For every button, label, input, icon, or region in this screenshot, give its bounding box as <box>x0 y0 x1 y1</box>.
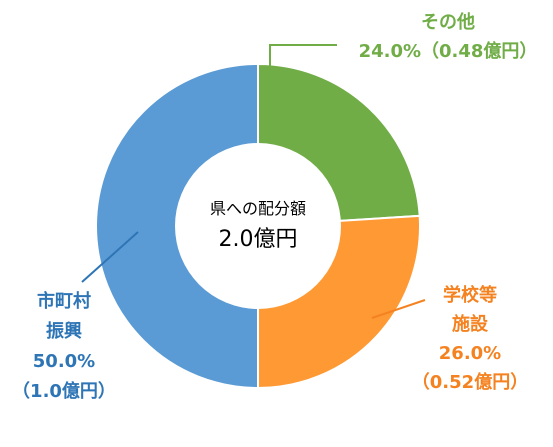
center-title: 県への配分額 <box>210 199 306 218</box>
center-total: 2.0億円 <box>219 227 298 252</box>
leader-line-1 <box>371 299 426 319</box>
slice-label-1-line-0: 学校等 <box>443 284 497 306</box>
donut-center-hole <box>175 143 341 309</box>
slice-label-1-line-1: 施設 <box>452 313 489 335</box>
leader-line-2 <box>81 231 139 283</box>
slice-label-2: 市町村振興 50.0% （1.0億円） <box>12 290 116 402</box>
slice-label-0-line-0: その他 <box>421 11 475 33</box>
slice-labels: その他 24.0%（0.48億円） 学校等施設 26.0% （0.52億円） 市町村振興 5… <box>12 11 537 402</box>
slice-label-2-line-1: 振興 <box>46 320 82 342</box>
slice-label-0-line-1: 24.0%（0.48億円） <box>359 40 538 62</box>
slice-label-2-line-0: 市町村 <box>37 290 91 312</box>
slice-label-2-line-2: 50.0% <box>33 351 95 372</box>
slice-label-1-line-3: （0.52億円） <box>412 371 528 393</box>
slice-label-0: その他 24.0%（0.48億円） <box>359 11 538 62</box>
slice-label-2-line-3: （1.0億円） <box>12 380 116 402</box>
leader-line-0 <box>269 44 337 116</box>
slice-label-1: 学校等施設 26.0% （0.52億円） <box>412 284 528 393</box>
slice-label-1-line-2: 26.0% <box>439 343 501 364</box>
leader-lines <box>81 44 426 319</box>
